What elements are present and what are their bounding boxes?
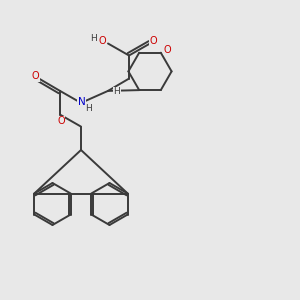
Text: H: H — [114, 87, 120, 96]
Text: O: O — [164, 45, 171, 55]
Text: H: H — [85, 104, 92, 113]
Text: O: O — [32, 71, 39, 81]
Text: H: H — [90, 34, 97, 43]
Text: N: N — [78, 97, 86, 107]
Text: O: O — [150, 35, 158, 46]
Text: O: O — [57, 116, 65, 126]
Text: O: O — [99, 36, 106, 46]
